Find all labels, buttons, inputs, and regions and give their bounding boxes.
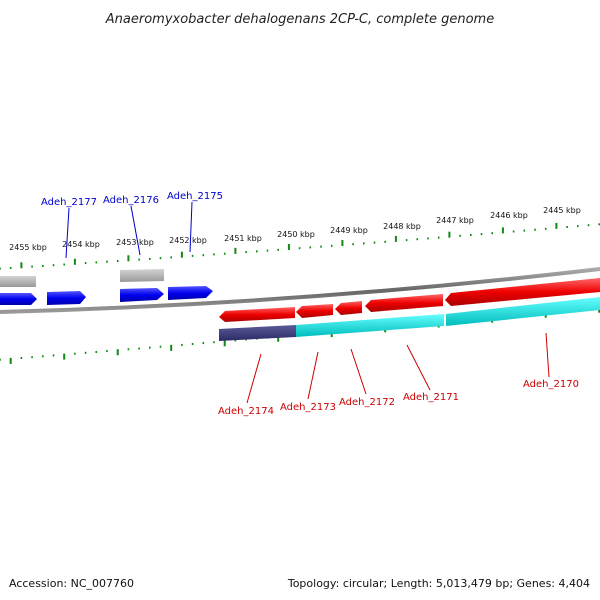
gene-leader-line xyxy=(545,332,550,378)
gene-arrow-adeh-2172[interactable] xyxy=(335,301,362,315)
gene-leader-line xyxy=(406,344,431,391)
gene-label-adeh-2173[interactable]: Adeh_2173 xyxy=(280,402,336,413)
tick-labels: 2455 kbp 2454 kbp 2453 kbp 2452 kbp 2451 kbp… xyxy=(9,206,581,252)
genome-backbone xyxy=(0,267,600,314)
accession-text: Accession: NC_007760 xyxy=(9,577,134,590)
function-block-adeh-2174[interactable] xyxy=(219,325,296,341)
scale-tick-label: 2450 kbp xyxy=(277,230,315,239)
function-block-adeh-2170[interactable] xyxy=(446,297,600,326)
gene-label-adeh-2175[interactable]: Adeh_2175 xyxy=(167,191,223,202)
forward-strand-track xyxy=(0,269,213,305)
gene-label-adeh-2176[interactable]: Adeh_2176 xyxy=(103,195,159,206)
gene-arrow-adeh-2170[interactable] xyxy=(445,278,600,306)
gene-arrow-adeh-2171[interactable] xyxy=(365,294,443,312)
gene-feature-forward-2[interactable] xyxy=(120,269,164,282)
scale-tick-label: 2454 kbp xyxy=(62,240,100,249)
scale-tick-label: 2452 kbp xyxy=(169,236,207,245)
gene-labels: Adeh_2177 Adeh_2176 Adeh_2175 Adeh_2174 Adeh… xyxy=(41,191,579,417)
gene-leader-line xyxy=(246,353,262,404)
genome-summary-text: Topology: circular; Length: 5,013,479 bp… xyxy=(287,577,590,590)
scale-tick-label: 2449 kbp xyxy=(330,226,368,235)
scale-tick-label: 2448 kbp xyxy=(383,222,421,231)
gene-leader-line xyxy=(350,348,367,395)
outer-tick-scale xyxy=(0,222,600,270)
gene-label-adeh-2172[interactable]: Adeh_2172 xyxy=(339,397,395,408)
gene-arrow-forward-1[interactable] xyxy=(0,293,37,305)
gene-label-adeh-2171[interactable]: Adeh_2171 xyxy=(403,392,459,403)
function-block-adeh-2173-2171[interactable] xyxy=(296,314,444,337)
gene-leader-line xyxy=(65,207,70,259)
reverse-strand-track xyxy=(219,278,600,322)
gene-feature-forward-1[interactable] xyxy=(0,276,36,287)
gene-arrow-adeh-2174[interactable] xyxy=(219,307,295,322)
function-track xyxy=(219,297,600,341)
gene-label-adeh-2177[interactable]: Adeh_2177 xyxy=(41,197,97,208)
gene-label-adeh-2174[interactable]: Adeh_2174 xyxy=(218,406,274,417)
gene-arrow-adeh-2173[interactable] xyxy=(296,304,333,318)
gene-leader-line xyxy=(130,205,141,256)
scale-tick-label: 2447 kbp xyxy=(436,216,474,225)
scale-tick-label: 2453 kbp xyxy=(116,238,154,247)
scale-tick-label: 2446 kbp xyxy=(490,211,528,220)
scale-tick-label: 2451 kbp xyxy=(224,234,262,243)
gene-leader-line xyxy=(189,201,193,253)
gene-arrow-adeh-2176[interactable] xyxy=(120,288,164,302)
gene-arrow-adeh-2175[interactable] xyxy=(168,286,213,300)
gene-arrow-adeh-2177[interactable] xyxy=(47,291,86,305)
map-title: Anaeromyxobacter dehalogenans 2CP-C, com… xyxy=(105,12,494,27)
scale-tick-label: 2445 kbp xyxy=(543,206,581,215)
gene-label-adeh-2170[interactable]: Adeh_2170 xyxy=(523,379,579,390)
scale-tick-label: 2455 kbp xyxy=(9,243,47,252)
gene-leader-line xyxy=(307,351,319,400)
